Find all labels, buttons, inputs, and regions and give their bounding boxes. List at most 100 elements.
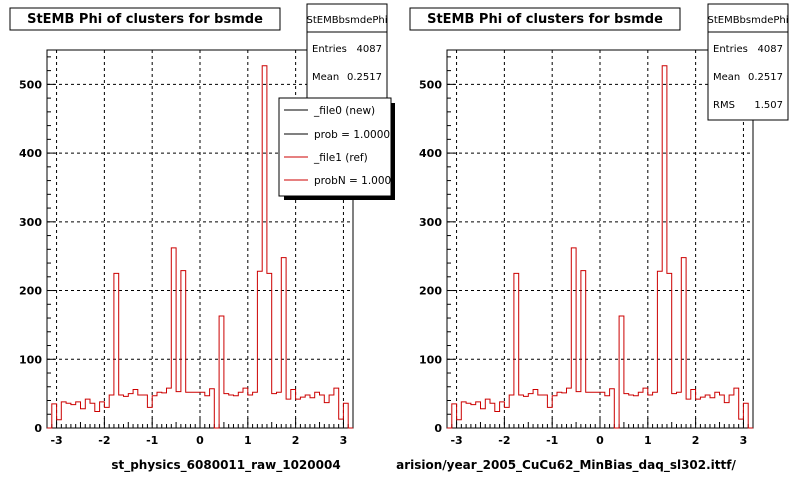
- right-stats-rms-label: RMS: [713, 100, 735, 111]
- right-y-tick-label: 200: [419, 285, 442, 298]
- right-chart-title: StEMB Phi of clusters for bsmde: [427, 12, 663, 27]
- right-histogram-bin: [471, 405, 476, 428]
- right-histogram-bin: [691, 390, 696, 428]
- right-histogram-bin: [524, 396, 529, 428]
- right-histogram-bin: [538, 395, 543, 428]
- left-histogram-bin: [286, 399, 291, 428]
- right-histogram-bin: [653, 392, 658, 428]
- right-histogram-bin: [466, 403, 471, 428]
- left-histogram-bin: [272, 394, 277, 428]
- left-histogram-bin: [181, 271, 186, 428]
- left-histogram-bin: [133, 390, 138, 428]
- right-histogram-bin: [667, 273, 672, 428]
- left-histogram-bin: [162, 393, 167, 428]
- left-panel: StEMB Phi of clusters for bsmde 0 100 200 3…: [9, 3, 411, 473]
- right-histogram-bin: [710, 398, 715, 428]
- left-histogram-bin: [100, 402, 105, 428]
- right-stats-box: StEMBbsmdePhi Entries 4087 Mean 0.2517 R…: [707, 3, 789, 121]
- legend-label-probn: probN = 1.000000: [314, 175, 411, 187]
- right-stats-name: StEMBbsmdePhi: [707, 15, 788, 26]
- left-histogram-bin: [176, 392, 181, 428]
- right-histogram-bin: [457, 420, 462, 428]
- left-histogram-bin: [80, 409, 85, 428]
- left-title-box: [9, 7, 281, 31]
- right-histogram-bin: [696, 399, 701, 428]
- left-x-tick-label: 2: [292, 434, 300, 447]
- right-histogram-bin: [743, 403, 748, 428]
- left-histogram-bin: [339, 419, 344, 428]
- left-y-tick-label: 300: [19, 216, 42, 229]
- right-histogram-bin: [715, 392, 720, 428]
- right-histogram-bin: [681, 258, 686, 428]
- left-histogram-bin: [52, 404, 57, 428]
- left-histogram-bin: [243, 388, 248, 428]
- left-x-tick-label: -2: [98, 434, 110, 447]
- legend-label-file1: _file1 (ref): [313, 152, 368, 164]
- left-histogram-bin: [296, 399, 301, 428]
- left-histogram-bin: [95, 412, 100, 428]
- right-histogram-bin: [461, 402, 466, 428]
- left-histogram-bin: [329, 395, 334, 428]
- left-x-tick-label: 3: [340, 434, 348, 447]
- right-x-tick-label: 0: [596, 434, 604, 447]
- left-y-axis: 0 100 200 300 400 500: [19, 56, 55, 435]
- right-histogram-bin: [514, 273, 519, 428]
- left-histogram-bin: [147, 407, 152, 428]
- left-histogram-bin: [205, 396, 210, 428]
- left-y-tick-label: 400: [19, 147, 42, 160]
- left-histogram-bin: [253, 392, 258, 428]
- right-histogram-bin: [552, 396, 557, 428]
- left-legend: _file0 (new) prob = 1.000000 _file1 (ref…: [278, 97, 411, 200]
- left-histogram-bin: [90, 403, 95, 428]
- right-histogram-bin: [509, 395, 514, 428]
- left-histogram-bin: [171, 248, 176, 428]
- right-x-axis: -3 -2 -1 0 1 2 3: [446, 418, 754, 447]
- right-histogram-bin: [533, 390, 538, 428]
- right-x-tick-label: 2: [692, 434, 700, 447]
- left-chart-title: StEMB Phi of clusters for bsmde: [27, 12, 263, 27]
- right-histogram-bin: [590, 392, 595, 428]
- right-stats-rms-value: 1.507: [754, 100, 783, 111]
- left-histogram-bin: [334, 388, 339, 428]
- left-histogram-bin: [57, 420, 62, 428]
- right-histogram-bin: [662, 66, 667, 428]
- left-histogram-bin: [262, 66, 267, 428]
- right-histogram-bin: [480, 409, 485, 428]
- left-x-tick-label: 1: [244, 434, 252, 447]
- left-y-tick-label: 0: [34, 422, 42, 435]
- right-histogram-bin: [700, 397, 705, 428]
- right-x-tick-label: 3: [740, 434, 748, 447]
- left-histogram-bin: [238, 392, 243, 428]
- right-stats-mean-label: Mean: [713, 72, 740, 83]
- right-histogram-bin: [610, 389, 615, 428]
- left-x-tick-label: 0: [196, 434, 204, 447]
- left-histogram-line: [47, 65, 353, 429]
- left-histogram-bin: [66, 403, 71, 428]
- left-histogram-bin: [167, 388, 172, 428]
- left-histogram-bin: [310, 398, 315, 428]
- right-stats-mean-value: 0.2517: [748, 72, 783, 83]
- right-y-tick-label: 100: [419, 353, 442, 366]
- right-x-tick-label: -3: [450, 434, 462, 447]
- right-y-tick-label: 500: [419, 78, 442, 91]
- left-histogram-bin: [267, 273, 272, 428]
- right-y-tick-label: 400: [419, 147, 442, 160]
- right-histogram-bin: [600, 392, 605, 428]
- right-histogram-bin: [595, 392, 600, 428]
- left-stats-entries-value: 4087: [357, 44, 382, 55]
- right-histogram-bin: [567, 388, 572, 428]
- left-histogram-bin: [143, 395, 148, 428]
- left-histogram-bin: [195, 392, 200, 428]
- right-histogram-bin: [720, 395, 725, 428]
- left-histogram-bin: [76, 402, 81, 428]
- left-histogram-bin: [128, 394, 133, 428]
- right-x-tick-label: -1: [546, 434, 558, 447]
- left-histogram-bin: [186, 392, 191, 428]
- left-histogram-bin: [248, 395, 253, 428]
- right-histogram-bin: [586, 392, 591, 428]
- left-x-axis-label: st_physics_6080011_raw_1020004: [111, 458, 340, 473]
- left-histogram-bin: [229, 395, 234, 428]
- right-histogram-bin: [547, 407, 552, 428]
- right-histogram-bin: [557, 392, 562, 428]
